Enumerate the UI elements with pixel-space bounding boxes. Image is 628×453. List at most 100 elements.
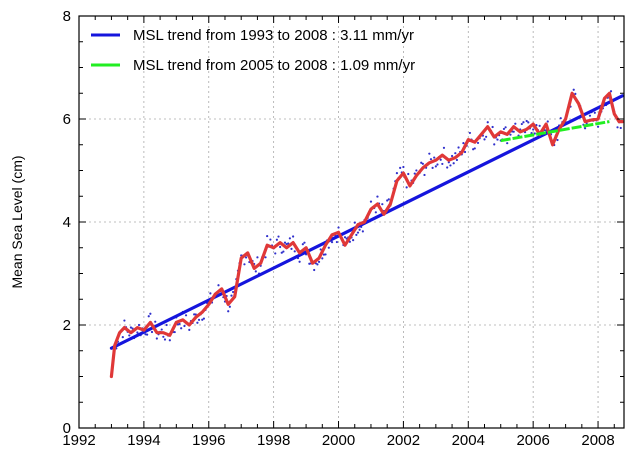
raw-data-point bbox=[266, 234, 269, 238]
raw-data-point bbox=[178, 322, 181, 326]
raw-data-point bbox=[415, 169, 418, 172]
raw-data-point bbox=[137, 323, 141, 327]
y-tick-label: 4 bbox=[63, 214, 71, 231]
raw-data-point bbox=[228, 305, 231, 308]
x-tick-label: 1998 bbox=[257, 432, 290, 449]
raw-data-point bbox=[395, 172, 399, 175]
raw-data-point bbox=[434, 165, 437, 168]
raw-data-point bbox=[227, 310, 230, 313]
raw-data-point bbox=[386, 199, 389, 202]
raw-data-point bbox=[455, 158, 459, 162]
raw-data-point bbox=[436, 163, 439, 166]
raw-data-point bbox=[506, 142, 509, 145]
raw-data-point bbox=[361, 230, 364, 233]
raw-data-point bbox=[431, 166, 434, 170]
raw-data-point bbox=[292, 235, 295, 238]
raw-data-point bbox=[559, 117, 562, 120]
raw-data-point bbox=[121, 336, 124, 339]
raw-data-point bbox=[596, 125, 600, 128]
raw-data-point bbox=[476, 141, 480, 145]
raw-data-point bbox=[129, 326, 133, 329]
raw-data-point bbox=[298, 260, 301, 263]
raw-data-point bbox=[160, 328, 163, 331]
raw-data-point bbox=[446, 166, 449, 169]
raw-data-point bbox=[374, 211, 377, 214]
raw-data-point bbox=[574, 92, 577, 95]
raw-data-point bbox=[583, 127, 587, 130]
raw-data-point bbox=[441, 162, 444, 166]
raw-data-points bbox=[111, 88, 622, 363]
raw-data-point bbox=[486, 121, 489, 124]
raw-data-point bbox=[288, 237, 291, 240]
raw-data-point bbox=[180, 327, 183, 330]
raw-data-point bbox=[209, 292, 212, 295]
raw-data-point bbox=[429, 158, 433, 161]
raw-data-point bbox=[343, 236, 347, 239]
raw-data-point bbox=[421, 162, 424, 165]
raw-data-point bbox=[184, 314, 188, 317]
raw-data-point bbox=[449, 164, 452, 167]
raw-data-point bbox=[527, 121, 530, 124]
raw-data-point bbox=[502, 127, 506, 131]
raw-data-point bbox=[316, 263, 319, 266]
raw-data-point bbox=[463, 150, 467, 154]
raw-data-point bbox=[217, 284, 220, 287]
y-tick-label: 0 bbox=[63, 420, 71, 437]
raw-data-point bbox=[162, 335, 165, 338]
raw-data-point bbox=[485, 135, 488, 138]
raw-data-point bbox=[303, 241, 306, 244]
raw-data-point bbox=[468, 131, 472, 135]
raw-data-point bbox=[413, 172, 416, 175]
raw-data-point bbox=[369, 200, 373, 203]
raw-data-point bbox=[491, 125, 494, 129]
raw-data-point bbox=[280, 251, 283, 254]
raw-data-point bbox=[405, 186, 408, 189]
raw-data-point bbox=[275, 238, 278, 241]
raw-data-point bbox=[472, 148, 475, 151]
raw-data-point bbox=[428, 152, 431, 155]
raw-data-point bbox=[520, 122, 523, 126]
raw-data-point bbox=[243, 263, 246, 266]
raw-data-point bbox=[230, 294, 233, 297]
raw-data-point bbox=[123, 319, 126, 322]
raw-data-point bbox=[493, 143, 496, 146]
raw-data-point bbox=[556, 138, 559, 142]
raw-data-point bbox=[324, 253, 327, 256]
raw-data-point bbox=[353, 221, 356, 224]
raw-data-point bbox=[150, 330, 154, 334]
trend-line-2005-2008 bbox=[500, 120, 610, 143]
y-axis-label: Mean Sea Level (cm) bbox=[9, 155, 25, 288]
legend-label: MSL trend from 1993 to 2008 : 3.11 mm/yr bbox=[133, 27, 414, 44]
raw-data-point bbox=[358, 228, 361, 231]
raw-data-point bbox=[512, 130, 515, 133]
raw-data-point bbox=[376, 195, 379, 198]
tick-labels: 1992 1994 1996 1998 2000 2002 2004 2006 2008 0 2 4 6… bbox=[62, 8, 614, 449]
raw-data-point bbox=[283, 241, 287, 244]
raw-data-point bbox=[256, 256, 259, 259]
raw-data-point bbox=[504, 126, 507, 129]
raw-data-point bbox=[433, 156, 436, 159]
raw-data-point bbox=[173, 330, 176, 334]
raw-data-point bbox=[317, 260, 321, 263]
raw-data-point bbox=[293, 250, 296, 253]
x-tick-label: 1992 bbox=[62, 432, 95, 449]
raw-data-point bbox=[356, 231, 360, 234]
raw-data-point bbox=[319, 248, 322, 251]
raw-data-point bbox=[335, 240, 339, 244]
raw-data-point bbox=[352, 239, 355, 242]
raw-data-point bbox=[202, 317, 205, 320]
raw-data-point bbox=[149, 312, 152, 315]
raw-data-point bbox=[279, 245, 282, 249]
raw-data-point bbox=[616, 126, 619, 129]
grid-lines bbox=[79, 16, 624, 428]
raw-data-point bbox=[619, 126, 622, 130]
raw-data-point bbox=[197, 318, 201, 321]
raw-data-point bbox=[420, 161, 423, 164]
raw-data-point bbox=[264, 256, 267, 259]
raw-data-point bbox=[290, 247, 293, 250]
raw-data-point bbox=[538, 124, 541, 127]
raw-data-point bbox=[532, 128, 535, 131]
raw-data-point bbox=[146, 333, 149, 336]
raw-data-point bbox=[546, 120, 549, 123]
raw-data-point bbox=[355, 233, 358, 236]
